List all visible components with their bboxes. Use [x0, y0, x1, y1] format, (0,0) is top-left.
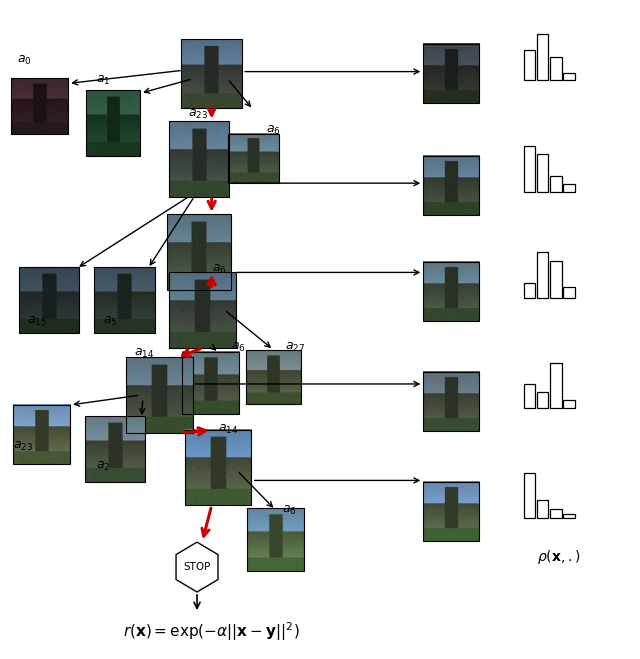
Text: $a_6$: $a_6$ [212, 262, 227, 275]
Bar [550, 509, 561, 519]
Bar [181, 39, 242, 108]
Bar [537, 500, 548, 519]
Text: $a_{14}$: $a_{14}$ [218, 422, 238, 436]
Text: $a_2$: $a_2$ [96, 459, 110, 473]
Bar [423, 44, 479, 103]
Bar [550, 57, 561, 80]
Text: $a_0$: $a_0$ [17, 54, 31, 67]
Bar [246, 350, 301, 404]
Bar [228, 134, 278, 183]
Text: $a_6$: $a_6$ [231, 341, 246, 355]
Bar [537, 392, 548, 408]
Bar [563, 72, 575, 80]
Bar [423, 262, 479, 321]
Bar [94, 267, 155, 333]
Bar [524, 283, 536, 298]
Bar [537, 252, 548, 298]
Polygon shape [176, 542, 218, 592]
Text: $r(\mathbf{x}) = \exp(-\alpha||\mathbf{x} - \mathbf{y}||^2)$: $r(\mathbf{x}) = \exp(-\alpha||\mathbf{x… [124, 621, 300, 643]
Text: $a_5$: $a_5$ [103, 315, 118, 328]
Text: $a_6$: $a_6$ [282, 503, 296, 517]
Text: $a_{23}$: $a_{23}$ [13, 440, 33, 453]
Text: $\rho(\mathbf{x}, .)$: $\rho(\mathbf{x}, .)$ [537, 548, 580, 565]
Bar [423, 482, 479, 542]
Bar [169, 121, 229, 196]
Bar [524, 473, 536, 519]
Bar [86, 90, 140, 156]
Bar [563, 514, 575, 519]
Bar [563, 287, 575, 298]
Bar [182, 352, 239, 415]
Bar [550, 177, 561, 192]
Bar [524, 384, 536, 408]
Bar [19, 267, 79, 333]
Bar [170, 272, 236, 347]
Bar [563, 400, 575, 408]
Text: $a_1$: $a_1$ [96, 74, 110, 87]
Bar [167, 214, 231, 290]
Text: $a_{14}$: $a_{14}$ [134, 347, 154, 360]
Bar [246, 508, 304, 571]
Text: $a_{15}$: $a_{15}$ [27, 315, 47, 328]
Bar [537, 154, 548, 192]
Bar [13, 405, 70, 464]
Bar [84, 416, 145, 482]
Text: STOP: STOP [183, 562, 211, 572]
Bar [563, 184, 575, 192]
Text: $a_{27}$: $a_{27}$ [285, 341, 305, 355]
Bar [537, 34, 548, 80]
Bar [423, 156, 479, 215]
Text: $a_6$: $a_6$ [266, 124, 280, 137]
Text: $a_{23}$: $a_{23}$ [188, 107, 208, 121]
Bar [11, 78, 68, 134]
Bar [550, 362, 561, 408]
Bar [550, 262, 561, 298]
Bar [524, 49, 536, 80]
Bar [184, 430, 252, 505]
Bar [423, 372, 479, 431]
Bar [524, 146, 536, 192]
Bar [126, 357, 193, 433]
